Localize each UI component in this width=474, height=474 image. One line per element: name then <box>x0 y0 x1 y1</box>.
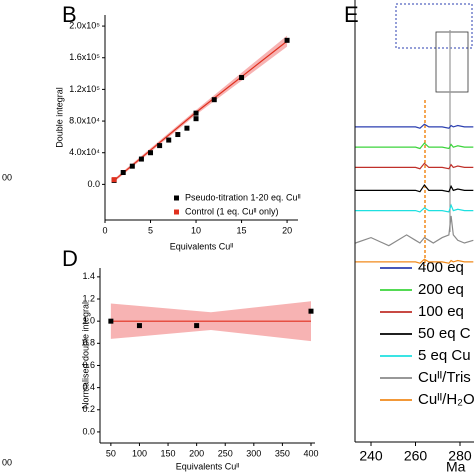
cropped-label: 00 <box>2 457 12 467</box>
highlight-box <box>395 3 473 49</box>
spectrum <box>355 215 474 247</box>
x-tick-label: 350 <box>275 448 290 458</box>
legend-marker <box>174 195 179 201</box>
y-tick-label: 0.0 <box>82 426 95 436</box>
x-tick-label: 400 <box>303 448 318 458</box>
data-point <box>193 116 199 122</box>
data-point <box>308 308 314 314</box>
x-tick-label: 300 <box>246 448 261 458</box>
data-point <box>193 110 199 116</box>
y-axis-label: Normalised double integral <box>80 302 90 409</box>
y-tick-label: 1.2 <box>82 293 95 303</box>
legend-label: 200 eq <box>418 281 464 298</box>
x-tick-label: 5 <box>148 225 153 235</box>
legend-label: Cuᴵᴵ/H₂O <box>418 391 474 408</box>
x-axis-label: Ma <box>446 459 466 474</box>
y-tick-label: 0.6 <box>82 360 95 370</box>
panel-label: E <box>344 2 359 27</box>
data-point <box>284 37 290 43</box>
spectrum <box>355 203 474 213</box>
legend-label: Cuᴵᴵ/Tris <box>418 369 471 386</box>
data-point <box>194 323 200 329</box>
cropped-label: 00 <box>2 172 12 182</box>
x-axis-label: Equivalents Cuᴵᴵ <box>170 241 234 251</box>
y-tick-label: 1.2x10⁵ <box>69 84 100 94</box>
x-tick-label: 260 <box>404 448 428 464</box>
legend-label: 400 eq <box>418 259 464 276</box>
data-point <box>157 143 163 149</box>
data-point <box>148 150 154 156</box>
spectrum <box>355 142 474 150</box>
y-tick-label: 8.0x10⁴ <box>69 115 100 125</box>
x-tick-label: 100 <box>132 448 147 458</box>
y-tick-label: 0.2 <box>82 404 95 414</box>
data-point <box>175 132 181 138</box>
spectrum <box>355 258 474 264</box>
data-point <box>184 125 190 131</box>
data-point <box>129 163 135 169</box>
spectrum <box>355 183 474 193</box>
legend-label: 50 eq C <box>418 325 471 342</box>
y-tick-label: 1.4 <box>82 271 95 281</box>
data-point <box>111 177 117 183</box>
y-tick-label: 2.0x10⁵ <box>69 20 100 30</box>
x-tick-label: 0 <box>102 225 107 235</box>
y-tick-label: 0.8 <box>82 338 95 348</box>
data-point <box>211 97 217 103</box>
x-tick-label: 240 <box>359 448 383 464</box>
x-tick-label: 150 <box>161 448 176 458</box>
y-tick-label: 1.6x10⁵ <box>69 52 100 62</box>
data-point <box>166 137 172 143</box>
highlight-box <box>435 31 469 93</box>
legend-label: Pseudo-titration 1-20 eq. Cuᴵᴵ <box>185 192 301 202</box>
legend-label: Control (1 eq. Cuᴵᴵ only) <box>185 206 279 216</box>
data-point <box>108 318 114 324</box>
x-tick-label: 50 <box>106 448 116 458</box>
legend-label: 100 eq <box>418 303 464 320</box>
x-tick-label: 20 <box>282 225 292 235</box>
y-tick-label: 1.0 <box>82 316 95 326</box>
data-point <box>120 170 126 176</box>
panel-label: D <box>62 246 78 271</box>
x-axis-label: Equivalents Cuᴵᴵ <box>176 461 240 471</box>
y-tick-label: 4.0x10⁴ <box>69 147 100 157</box>
y-axis-label: Double integral <box>54 87 64 148</box>
x-tick-label: 200 <box>189 448 204 458</box>
spectrum <box>355 123 474 129</box>
data-point <box>239 75 245 81</box>
spectrum <box>355 162 474 170</box>
x-tick-label: 250 <box>218 448 233 458</box>
x-tick-label: 15 <box>237 225 247 235</box>
data-point <box>136 323 142 329</box>
y-tick-label: 0.0 <box>87 179 100 189</box>
x-tick-label: 10 <box>191 225 201 235</box>
x-tick-label: 280 <box>448 448 472 464</box>
y-tick-label: 0.4 <box>82 382 95 392</box>
legend-label: 5 eq Cu <box>418 347 471 364</box>
legend-marker <box>174 209 179 215</box>
panel-label: B <box>62 2 77 27</box>
data-point <box>138 156 144 162</box>
